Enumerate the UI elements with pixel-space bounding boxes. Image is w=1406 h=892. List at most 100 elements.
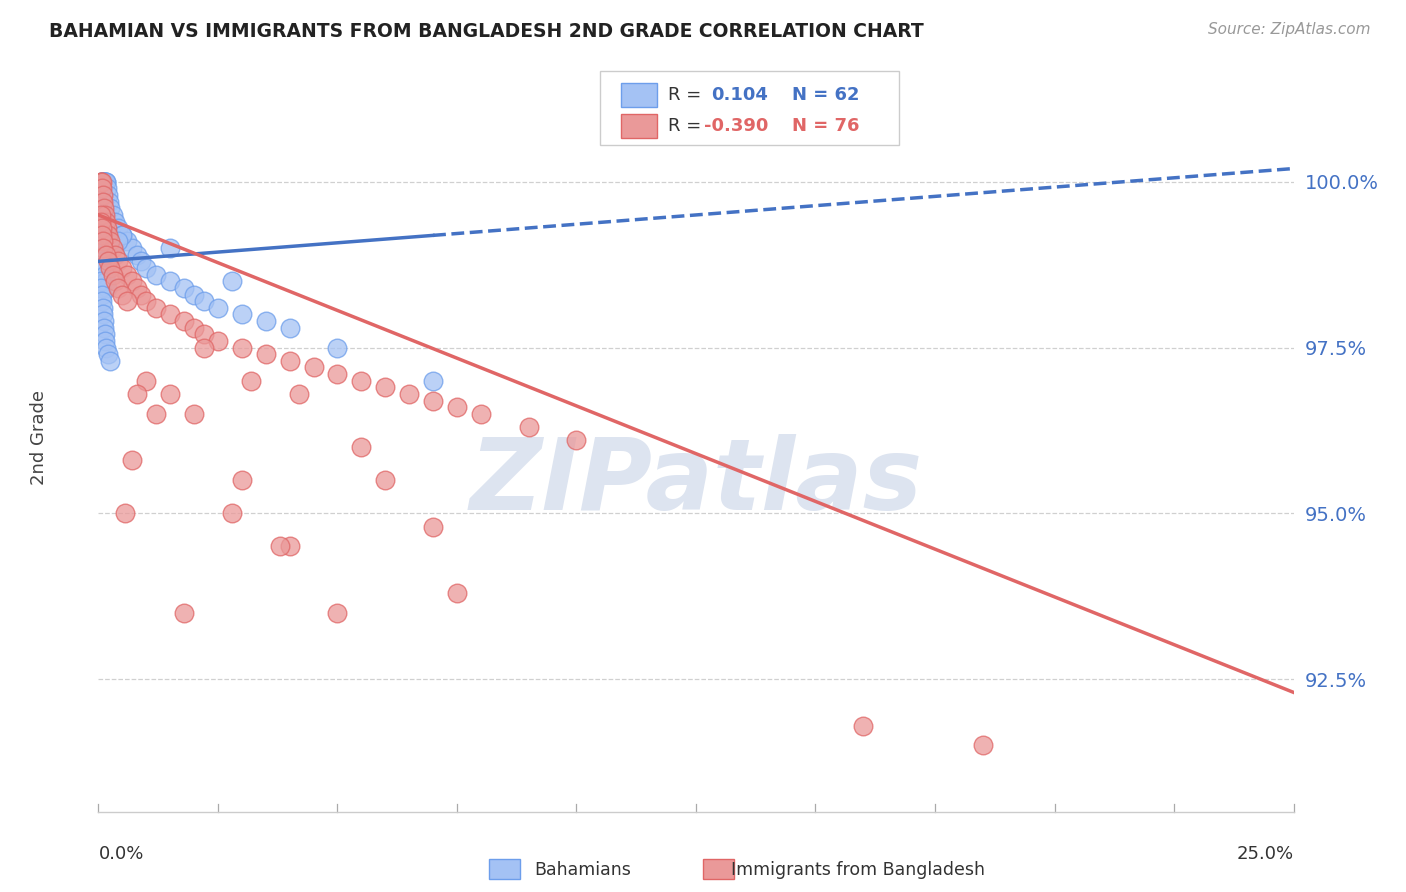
Point [115, 294, 138, 309]
Point [91, 294, 114, 309]
Point [97, 188, 120, 202]
Point [101, 268, 124, 282]
Point [111, 260, 134, 275]
Bar [703, 859, 734, 879]
Point [221, 274, 243, 288]
Point [94, 208, 117, 222]
Point [422, 393, 444, 408]
FancyBboxPatch shape [600, 71, 900, 145]
Point [173, 606, 195, 620]
Point [231, 473, 253, 487]
Point [111, 227, 134, 242]
Point [107, 221, 129, 235]
Point [326, 341, 349, 355]
Point [90, 175, 112, 189]
Point [114, 506, 136, 520]
Point [125, 248, 148, 262]
Point [446, 401, 468, 415]
Point [193, 341, 215, 355]
Point [278, 540, 301, 554]
Point [93, 260, 115, 275]
Point [90, 287, 112, 301]
Point [121, 274, 143, 288]
Point [90, 281, 112, 295]
Point [159, 307, 181, 321]
Text: 0.0%: 0.0% [98, 845, 143, 863]
Point [97, 194, 120, 209]
Point [98, 202, 122, 216]
Point [90, 175, 112, 189]
Point [90, 221, 112, 235]
Point [94, 341, 117, 355]
Point [135, 374, 157, 388]
Point [90, 227, 112, 242]
Point [159, 387, 181, 401]
Point [121, 241, 143, 255]
Text: Bahamians: Bahamians [534, 861, 631, 879]
Point [231, 341, 253, 355]
Point [131, 287, 153, 301]
Point [852, 718, 875, 732]
Point [183, 320, 205, 334]
Point [91, 181, 114, 195]
Point [145, 407, 167, 421]
Point [93, 175, 115, 189]
Point [278, 354, 301, 368]
Point [91, 307, 114, 321]
Point [104, 214, 127, 228]
Point [565, 434, 588, 448]
Point [90, 221, 112, 235]
Point [96, 281, 118, 295]
Point [104, 248, 127, 262]
Text: 25.0%: 25.0% [1236, 845, 1294, 863]
Point [111, 287, 134, 301]
Point [183, 407, 205, 421]
Point [107, 254, 129, 268]
Point [107, 235, 129, 249]
Text: -0.390: -0.390 [704, 117, 769, 136]
Point [93, 202, 115, 216]
Point [972, 739, 994, 753]
Point [446, 586, 468, 600]
Point [94, 334, 117, 348]
Text: 2nd Grade: 2nd Grade [30, 390, 48, 484]
Point [93, 175, 115, 189]
Point [111, 227, 134, 242]
Point [94, 268, 117, 282]
Point [422, 519, 444, 533]
Point [517, 420, 540, 434]
Point [131, 254, 153, 268]
Point [98, 260, 122, 275]
Point [97, 254, 120, 268]
Point [97, 227, 120, 242]
Point [91, 175, 114, 189]
Point [193, 294, 215, 309]
Point [90, 175, 112, 189]
Point [135, 260, 157, 275]
Text: Source: ZipAtlas.com: Source: ZipAtlas.com [1208, 22, 1371, 37]
Point [302, 360, 325, 375]
Point [240, 374, 263, 388]
Point [159, 274, 181, 288]
Point [470, 407, 492, 421]
Point [96, 181, 118, 195]
Point [173, 314, 195, 328]
Point [90, 214, 112, 228]
FancyBboxPatch shape [620, 83, 657, 107]
Text: Immigrants from Bangladesh: Immigrants from Bangladesh [731, 861, 986, 879]
Point [91, 241, 114, 255]
Text: R =: R = [668, 117, 702, 136]
Point [125, 387, 148, 401]
Point [91, 254, 114, 268]
Point [115, 268, 138, 282]
Point [94, 274, 117, 288]
Point [93, 320, 115, 334]
Text: R =: R = [668, 87, 707, 104]
Point [93, 175, 115, 189]
Point [288, 387, 311, 401]
Point [135, 294, 157, 309]
Point [159, 241, 181, 255]
Point [98, 354, 122, 368]
Point [278, 320, 301, 334]
Point [93, 314, 115, 328]
